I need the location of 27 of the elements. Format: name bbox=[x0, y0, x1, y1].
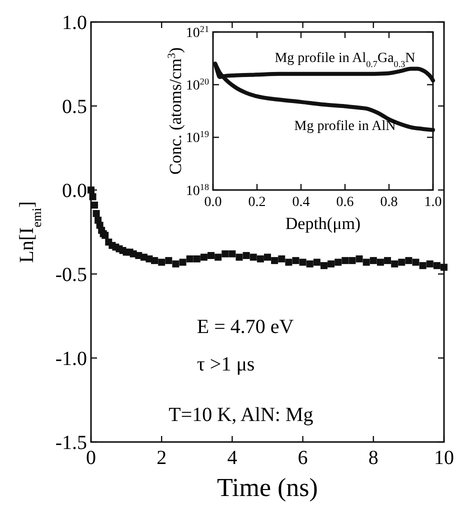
x-tick-label: 0.2 bbox=[248, 195, 266, 210]
y-tick-label: 1.0 bbox=[62, 12, 87, 34]
annotation: E = 4.70 eV bbox=[196, 316, 294, 338]
annotation: T=10 K, AlN: Mg bbox=[168, 404, 314, 426]
annotation: τ >1 μs bbox=[196, 354, 255, 376]
y-tick-label: 10$^{20}$ bbox=[186, 76, 210, 94]
x-tick-label: 0.6 bbox=[336, 195, 354, 210]
series-label: Mg profile in AlN bbox=[294, 119, 396, 134]
x-tick-label: 0.8 bbox=[380, 195, 398, 210]
legend-label: Mg profile in Al$_{0.7}$Ga$_{0.3}$N bbox=[274, 50, 416, 69]
y-tick-label: 10$^{21}$ bbox=[186, 24, 209, 41]
y-tick-label: 0.5 bbox=[62, 96, 87, 118]
x-tick-label: 4 bbox=[227, 447, 238, 469]
x-tick-label: 0.0 bbox=[204, 195, 222, 210]
x-tick-label: 10 bbox=[434, 447, 454, 469]
x-tick-label: 6 bbox=[298, 447, 308, 469]
y-tick-label: -0.5 bbox=[55, 264, 87, 286]
x-tick-label: 0.4 bbox=[292, 195, 310, 210]
y-tick-label: -1.0 bbox=[55, 348, 87, 370]
x-tick-label: 2 bbox=[156, 447, 167, 469]
x-axis-title: Time (ns) bbox=[217, 473, 318, 502]
y-tick-label: -1.5 bbox=[55, 432, 87, 454]
y-tick-label: 10$^{19}$ bbox=[186, 129, 210, 146]
x-axis-title: Depth(μm) bbox=[285, 214, 361, 233]
x-tick-label: 0 bbox=[86, 447, 96, 469]
x-tick-label: 1.0 bbox=[424, 195, 442, 210]
x-tick-label: 8 bbox=[368, 447, 378, 469]
